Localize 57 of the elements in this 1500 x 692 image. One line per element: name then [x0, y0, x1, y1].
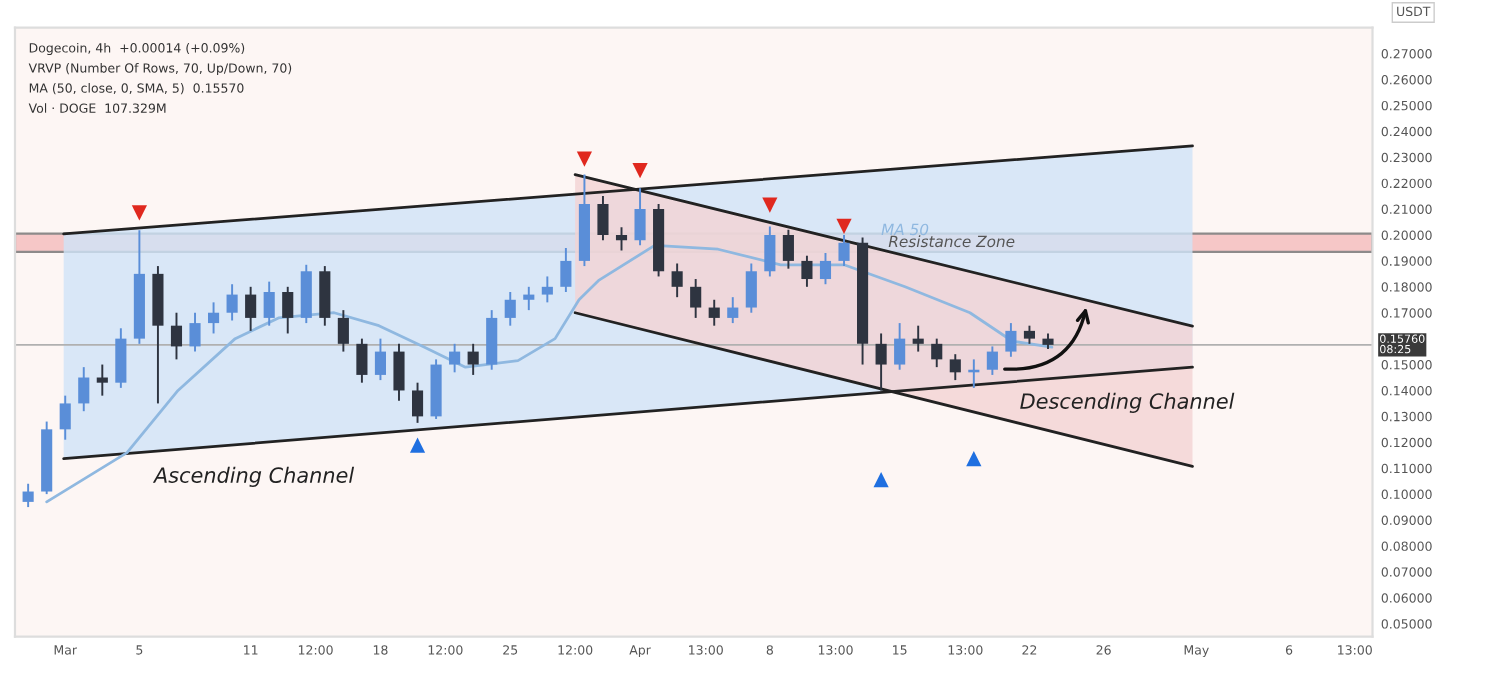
candlestick: [597, 195, 609, 242]
candlestick: [411, 381, 424, 424]
candlestick: [449, 342, 461, 374]
point: [632, 163, 648, 179]
series-label: Ascending Channel: [152, 466, 355, 488]
candlestick: [96, 363, 108, 397]
point: [762, 197, 778, 213]
candlestick: [467, 342, 479, 376]
candlestick: [282, 285, 294, 335]
candlestick: [931, 337, 943, 369]
candlestick: [745, 262, 757, 314]
candlestick: [300, 263, 312, 325]
candlestick: [208, 301, 220, 335]
candlestick: [819, 252, 832, 286]
candlestick: [78, 366, 90, 413]
point: [576, 151, 593, 167]
point: [966, 451, 982, 467]
candlestick: [690, 278, 702, 319]
point: [409, 437, 426, 453]
candlestick: [523, 285, 535, 312]
candlestick: [189, 311, 201, 353]
point: [131, 205, 147, 221]
candlestick: [634, 187, 646, 247]
candlestick: [708, 298, 720, 327]
candlestick: [560, 246, 572, 293]
candlestick: [1023, 324, 1036, 345]
candlestick: [263, 280, 275, 327]
candlestick: [894, 322, 906, 371]
candlestick: [801, 254, 813, 288]
candlestick: [115, 327, 127, 389]
candlestick: [504, 291, 516, 327]
candlestick: [949, 353, 961, 382]
point: [873, 472, 889, 488]
candlestick: [356, 337, 368, 384]
candlestick: [671, 262, 683, 299]
candlestick: [170, 311, 183, 361]
candlestick: [1005, 322, 1017, 358]
candlestick: [319, 265, 331, 327]
candlestick: [615, 226, 628, 252]
point: [836, 218, 852, 235]
candlestick: [245, 285, 257, 332]
candlestick: [486, 309, 498, 371]
candlestick: [59, 394, 71, 441]
candlestick: [838, 234, 850, 268]
candlestick: [541, 275, 553, 304]
candlestick: [727, 296, 739, 325]
candlestick: [912, 324, 924, 353]
series-label: Descending Channel: [1020, 392, 1235, 413]
candlestick: [22, 482, 34, 509]
candlestick: [986, 345, 998, 376]
candlestick: [226, 283, 238, 322]
candlestick: [374, 337, 387, 382]
candlestick: [782, 228, 794, 270]
candlestick: [337, 309, 349, 353]
candlestick: [764, 225, 776, 278]
candlestick: [393, 342, 405, 402]
candlestick: [875, 332, 887, 392]
